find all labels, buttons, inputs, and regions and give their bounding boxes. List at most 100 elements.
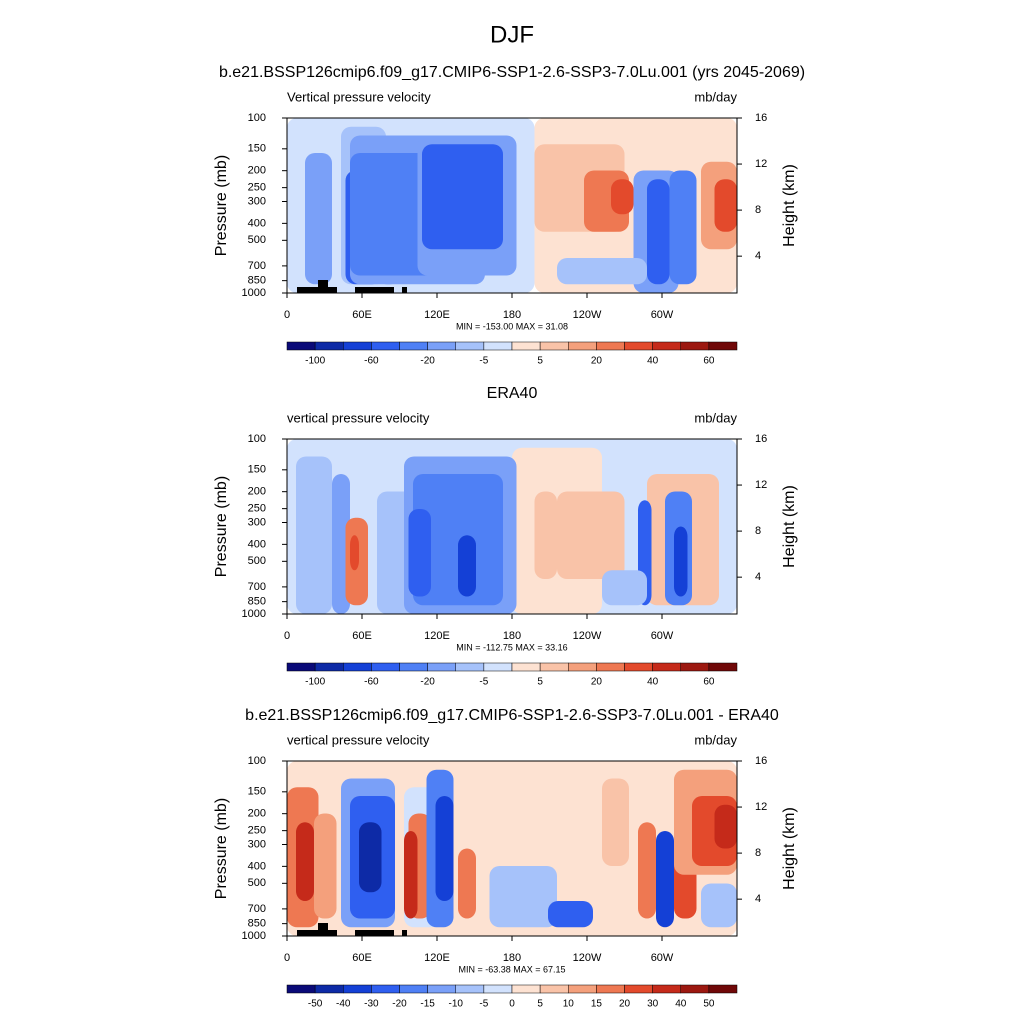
colorbar-box: [399, 984, 428, 994]
terrain: [297, 287, 337, 293]
colorbar-label: -60: [364, 356, 379, 367]
colorbar-label: 20: [591, 677, 603, 688]
contour-region: [656, 831, 674, 928]
y-tick-label: 100: [248, 755, 266, 767]
y2-tick-label: 4: [755, 571, 761, 583]
contour-region: [647, 179, 670, 285]
contour-region: [638, 822, 656, 919]
colorbar-label: -50: [308, 999, 323, 1010]
units-label: mb/day: [694, 89, 737, 104]
x-tick-label: 60W: [651, 630, 674, 642]
colorbar-box: [624, 984, 653, 994]
colorbar-label: -20: [420, 677, 435, 688]
colorbar-box: [343, 984, 372, 994]
colorbar-box: [624, 662, 653, 672]
colorbar-label: -100: [305, 677, 325, 688]
y-tick-label: 100: [248, 433, 266, 445]
contour-field: [287, 761, 737, 936]
y-tick-label: 100: [248, 112, 266, 124]
terrain: [355, 287, 390, 293]
contour-region: [611, 179, 634, 215]
contour-region: [350, 535, 359, 571]
y-tick-label: 300: [248, 838, 266, 850]
panel-title: ERA40: [487, 385, 538, 402]
colorbar-label: 60: [703, 356, 715, 367]
contour-region: [669, 170, 697, 285]
y-tick-label: 1000: [242, 930, 266, 942]
y2-axis-label: Height (km): [781, 807, 798, 890]
x-tick-label: 120E: [424, 630, 450, 642]
panel: ERA40 vertical pressure velocity mb/day Pre…: [213, 385, 798, 687]
y2-tick-label: 4: [755, 250, 761, 262]
y-tick-label: 250: [248, 182, 266, 194]
contour-region: [422, 144, 503, 250]
x-tick-label: 60E: [352, 309, 372, 321]
colorbar-box: [399, 341, 428, 351]
colorbar-box: [483, 984, 513, 994]
colorbar-box: [680, 984, 710, 994]
y-tick-label: 200: [248, 165, 266, 177]
left-label: vertical pressure velocity: [287, 732, 430, 747]
x-tick-label: 0: [284, 630, 290, 642]
colorbar-label: -60: [364, 677, 379, 688]
contour-region: [714, 179, 737, 232]
contour-region: [534, 491, 557, 579]
colorbar-box: [568, 341, 597, 351]
y-tick-label: 500: [248, 877, 266, 889]
terrain: [318, 280, 328, 287]
colorbar-label: 0: [509, 999, 515, 1010]
y2-tick-label: 16: [755, 433, 767, 445]
y2-tick-label: 12: [755, 801, 767, 813]
colorbar-box: [539, 341, 569, 351]
colorbar-box: [286, 662, 316, 672]
x-tick-label: 120W: [573, 952, 602, 964]
y-tick-label: 150: [248, 464, 266, 476]
colorbar-box: [314, 662, 344, 672]
panel-title: b.e21.BSSP126cmip6.f09_g17.CMIP6-SSP1-2.…: [245, 707, 779, 724]
x-tick-label: 60E: [352, 630, 372, 642]
contour-region: [701, 883, 737, 928]
colorbar-label: 20: [591, 356, 603, 367]
contour-field: [287, 118, 737, 293]
terrain: [355, 930, 390, 936]
colorbar-box: [427, 984, 456, 994]
y2-axis-label: Height (km): [781, 485, 798, 568]
min-max: MIN = -63.38 MAX = 67.15: [458, 964, 565, 974]
y-tick-label: 300: [248, 516, 266, 528]
colorbar-label: 5: [537, 677, 543, 688]
contour-region: [602, 570, 647, 606]
contour-region: [674, 526, 688, 597]
y2-tick-label: 8: [755, 847, 761, 859]
contour-region: [714, 804, 737, 849]
y-tick-label: 850: [248, 275, 266, 287]
x-tick-label: 180: [503, 309, 521, 321]
terrain: [388, 287, 394, 293]
colorbar-box: [511, 662, 541, 672]
colorbar-box: [596, 341, 625, 351]
contour-field: [287, 439, 737, 614]
x-tick-label: 180: [503, 630, 521, 642]
colorbar-label: -20: [392, 999, 407, 1010]
panel: b.e21.BSSP126cmip6.f09_g17.CMIP6-SSP1-2.…: [213, 64, 805, 366]
colorbar-box: [455, 341, 485, 351]
colorbar-box: [539, 984, 569, 994]
x-tick-label: 120E: [424, 309, 450, 321]
colorbar-box: [455, 984, 485, 994]
y-tick-label: 1000: [242, 287, 266, 299]
y-tick-label: 400: [248, 860, 266, 872]
contour-region: [296, 456, 332, 614]
x-tick-label: 0: [284, 952, 290, 964]
y2-tick-label: 16: [755, 755, 767, 767]
contour-region: [458, 848, 476, 919]
colorbar-label: 40: [647, 356, 659, 367]
y-tick-label: 700: [248, 903, 266, 915]
terrain: [297, 930, 337, 936]
left-label: vertical pressure velocity: [287, 410, 430, 425]
terrain: [318, 923, 328, 930]
y2-tick-label: 8: [755, 525, 761, 537]
colorbar-box: [539, 662, 569, 672]
colorbar-label: -20: [420, 356, 435, 367]
contour-region: [314, 813, 337, 919]
contour-region: [557, 258, 647, 285]
